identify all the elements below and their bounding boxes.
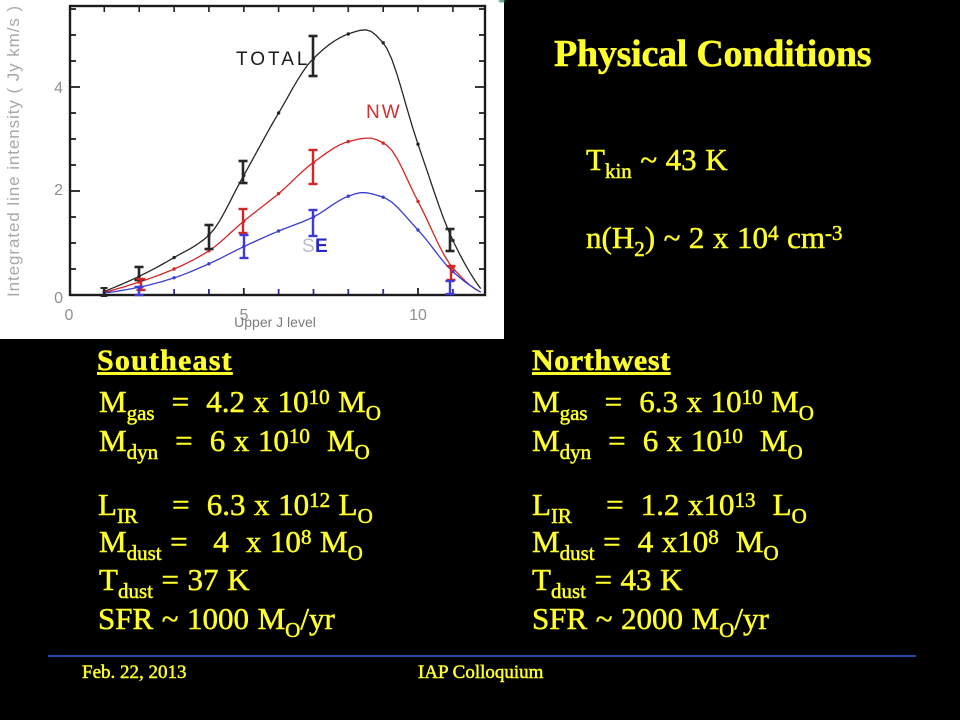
svg-text:5: 5 xyxy=(240,307,249,324)
svg-text:S: S xyxy=(302,236,315,257)
svg-text:4: 4 xyxy=(54,80,63,97)
svg-text:TOTAL: TOTAL xyxy=(236,49,310,70)
svg-text:2: 2 xyxy=(54,182,63,199)
svg-text:NW: NW xyxy=(366,102,402,123)
svg-text:10: 10 xyxy=(409,307,427,324)
svg-text:0: 0 xyxy=(54,290,63,307)
svg-text:E: E xyxy=(315,236,328,257)
svg-text:0: 0 xyxy=(65,307,74,324)
svg-text:Upper J level: Upper J level xyxy=(234,314,316,330)
svg-text:Integrated line intensity ( Jy: Integrated line intensity ( Jy km/s ) xyxy=(4,5,23,297)
